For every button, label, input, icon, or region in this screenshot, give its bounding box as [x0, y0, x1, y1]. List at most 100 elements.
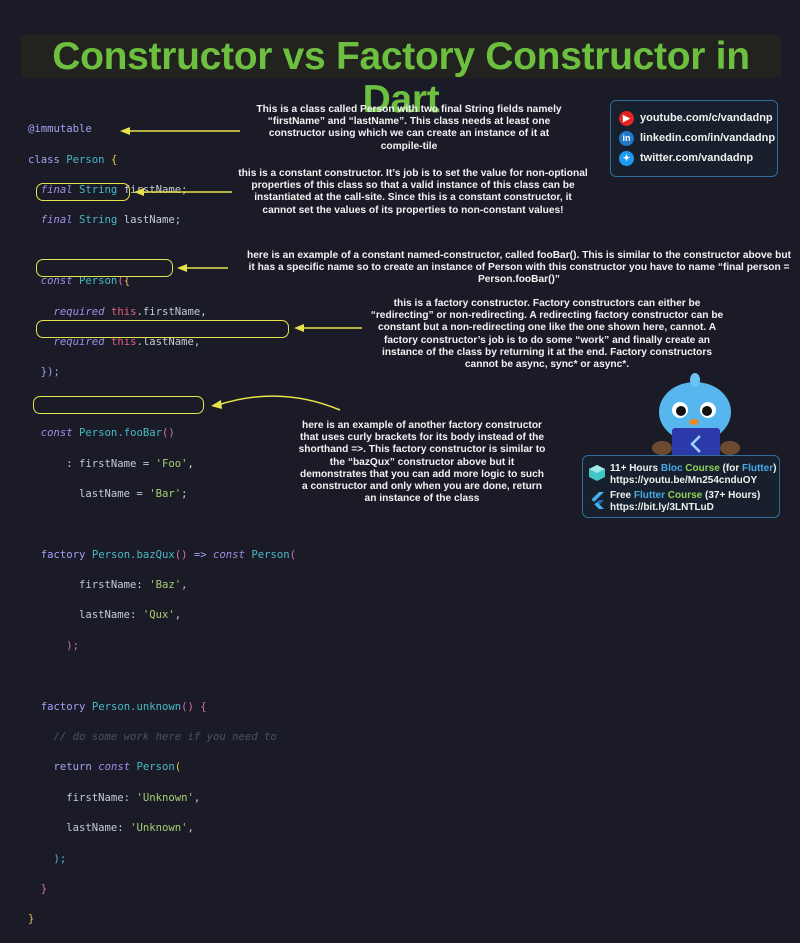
- code-line: firstName: 'Unknown',: [28, 791, 296, 806]
- brace: {: [123, 275, 131, 288]
- highlight-factory-bazqux: [36, 320, 289, 338]
- paren: (): [181, 700, 194, 713]
- annotation: @immutable: [28, 123, 92, 136]
- code-line: final String lastName;: [28, 213, 296, 228]
- type: Person: [91, 700, 131, 713]
- punctuation: );: [53, 852, 67, 865]
- code-line: );: [28, 852, 296, 867]
- punctuation: ,: [193, 791, 201, 804]
- brace: {: [110, 153, 118, 166]
- code-line: factory Person.bazQux() => const Person(: [28, 548, 296, 563]
- youtube-link[interactable]: youtube.com/c/vandadnp: [640, 112, 773, 124]
- arrowhead-icon: [211, 400, 222, 409]
- identifier: firstName:: [79, 579, 150, 592]
- identifier: .fooBar: [117, 427, 162, 440]
- type: Person: [136, 761, 175, 774]
- brace: {: [200, 700, 207, 713]
- punctuation: ,: [187, 457, 194, 470]
- courses-panel: 11+ Hours Bloc Course (for Flutter) http…: [582, 455, 780, 518]
- arrow: =>: [187, 548, 214, 561]
- punctuation: ,: [181, 579, 188, 592]
- type: Person: [66, 153, 105, 166]
- paren: (): [161, 427, 175, 440]
- mascot-illustration: [652, 373, 740, 460]
- social-link-twitter[interactable]: ✦ twitter.com/vandadnp: [619, 148, 777, 168]
- code-line: const Person({: [28, 274, 296, 289]
- note-factory-constructor: this is a factory constructor. Factory c…: [370, 298, 724, 371]
- keyword: const: [40, 427, 73, 440]
- arrowhead-icon: [177, 264, 187, 272]
- keyword: final: [40, 214, 73, 227]
- keyword: class: [28, 153, 60, 166]
- arrow-unknown: [217, 395, 341, 411]
- note-class: This is a class called Person with two f…: [256, 104, 562, 152]
- social-links-panel: ▶ youtube.com/c/vandadnp in linkedin.com…: [610, 100, 778, 177]
- twitter-link[interactable]: twitter.com/vandadnp: [640, 152, 754, 164]
- comment: // do some work here if you need to: [53, 731, 277, 744]
- paren: (: [117, 275, 124, 288]
- highlight-factory-unknown: [33, 396, 204, 414]
- code-line: : firstName = 'Foo',: [28, 457, 296, 472]
- keyword: this: [110, 305, 137, 318]
- linkedin-link[interactable]: linkedin.com/in/vandadnp: [640, 132, 776, 144]
- identifier: lastName;: [123, 214, 182, 227]
- page-title: Constructor vs Factory Constructor in Da…: [52, 35, 750, 121]
- note-const-constructor: this is a constant constructor. It’s job…: [238, 168, 588, 216]
- string: 'Qux': [142, 609, 175, 622]
- social-link-youtube[interactable]: ▶ youtube.com/c/vandadnp: [619, 108, 777, 128]
- type: String: [79, 214, 118, 227]
- code-line: return const Person(: [28, 760, 296, 775]
- type: String: [79, 183, 118, 196]
- code-line: );: [28, 639, 296, 654]
- code-line: firstName: 'Baz',: [28, 578, 296, 593]
- course-bloc-link[interactable]: https://youtu.be/Mn254cnduOY: [610, 475, 758, 486]
- arrowhead-icon: [134, 188, 144, 196]
- youtube-icon: ▶: [619, 110, 634, 126]
- code-line: lastName: 'Unknown',: [28, 821, 296, 836]
- punctuation: });: [40, 366, 60, 379]
- code-line: const Person.fooBar(): [28, 426, 296, 441]
- punctuation: ;: [181, 487, 188, 500]
- code-line: });: [28, 365, 296, 380]
- identifier: firstName:: [66, 791, 137, 804]
- keyword: factory: [40, 548, 86, 561]
- code-line: required this.firstName,: [28, 305, 296, 320]
- course-flutter-title: Free Flutter Course (37+ Hours): [610, 490, 761, 501]
- identifier: .bazQux: [130, 548, 175, 561]
- social-link-linkedin[interactable]: in linkedin.com/in/vandadnp: [619, 128, 777, 148]
- keyword: const: [40, 275, 73, 288]
- code-line: lastName: 'Qux',: [28, 608, 296, 623]
- string: 'Unknown': [130, 822, 188, 835]
- keyword: factory: [40, 700, 86, 713]
- paren: (): [174, 548, 188, 561]
- code-line: class Person {: [28, 153, 296, 168]
- string: 'Unknown': [136, 791, 194, 804]
- identifier: .lastName,: [136, 335, 201, 348]
- arrowhead-icon: [120, 127, 130, 135]
- keyword: required: [53, 305, 105, 318]
- linkedin-icon: in: [619, 130, 634, 146]
- keyword: return: [53, 761, 92, 774]
- paren: (: [174, 761, 182, 774]
- brace: }: [28, 913, 35, 926]
- identifier: lastName:: [79, 609, 143, 622]
- code-line: @immutable: [28, 122, 296, 137]
- keyword: required: [53, 335, 105, 348]
- type: Person: [251, 548, 290, 561]
- course-bloc-title: 11+ Hours Bloc Course (for Flutter): [610, 463, 777, 474]
- type: Person: [79, 275, 118, 288]
- brace: }: [40, 882, 48, 895]
- title-bar: Constructor vs Factory Constructor in Da…: [21, 35, 781, 121]
- course-flutter-link[interactable]: https://bit.ly/3LNTLuD: [610, 502, 714, 513]
- string: 'Foo': [155, 457, 188, 470]
- type: Person: [91, 548, 131, 561]
- punctuation: ,: [187, 822, 194, 835]
- punctuation: );: [66, 639, 80, 652]
- code-line: }: [28, 912, 296, 927]
- identifier: lastName =: [79, 487, 150, 500]
- arrowhead-icon: [294, 324, 304, 332]
- identifier: lastName:: [66, 822, 131, 835]
- keyword: final: [40, 183, 73, 196]
- highlight-named-constructor: [36, 259, 173, 277]
- type: Person: [79, 427, 118, 440]
